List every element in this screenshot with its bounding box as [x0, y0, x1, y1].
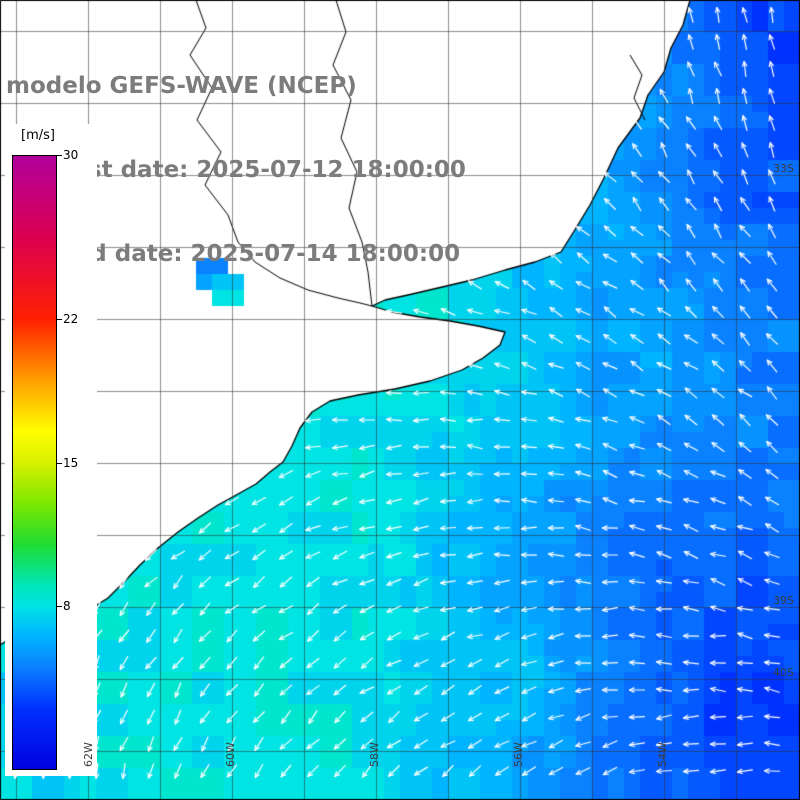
colorbar-tickmark [57, 319, 62, 320]
colorbar-tick-label: 22 [63, 312, 79, 326]
colorbar-tick-label: 15 [63, 455, 79, 470]
latitude-label: 40S [773, 666, 794, 679]
colorbar: [m/s] 30 22 15 8 [5, 124, 97, 776]
longitude-label: 60W [223, 742, 237, 767]
colorbar-tick-label: 30 [63, 148, 79, 162]
longitude-label: 56W [511, 742, 525, 767]
colorbar-unit-label: [m/s] [21, 128, 55, 143]
colorbar-tickmark [57, 155, 62, 156]
colorbar-tick-label: 8 [63, 599, 71, 613]
longitude-label: 62W [81, 742, 95, 767]
colorbar-tickmark [57, 462, 62, 464]
model-title: modelo GEFS-WAVE (NCEP) [6, 73, 357, 99]
longitude-label: 54W [655, 742, 669, 767]
colorbar-tickmark [57, 606, 62, 607]
latitude-label: 39S [773, 594, 794, 607]
latitude-label: 33S [773, 162, 794, 175]
longitude-label: 58W [367, 742, 381, 767]
colorbar-gradient [12, 155, 57, 770]
